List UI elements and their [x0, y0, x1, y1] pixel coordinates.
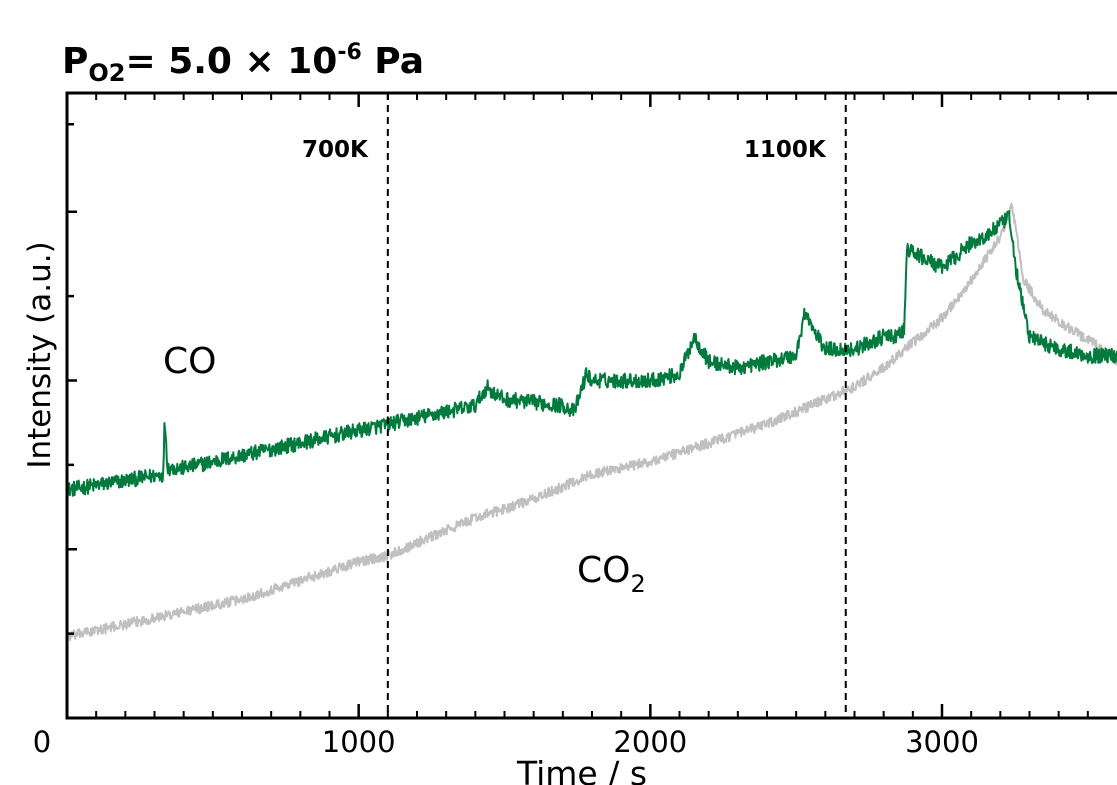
series-line-co2: [66, 202, 1117, 642]
series-line-co: [66, 210, 1117, 499]
title-main: P: [62, 41, 88, 82]
title-unit: Pa: [362, 41, 424, 82]
y-axis-label: Intensity (a.u.): [22, 241, 58, 468]
series-layer: [66, 202, 1117, 642]
title-equation: = 5.0 × 10: [126, 41, 338, 82]
x-tick-label: 3000: [905, 725, 979, 759]
x-tick-label: 1000: [322, 725, 396, 759]
tick-layer: 0 1000 2000 3000: [33, 93, 1089, 759]
annotation-label-2: 1100K: [744, 137, 827, 163]
chart-title: PO2= 5.0 × 10-6 Pa: [62, 40, 424, 87]
co2-series-label: CO2: [577, 550, 646, 598]
co2-label-main: CO: [577, 550, 630, 591]
annotation-label-1: 700K: [302, 137, 369, 163]
annotation-layer: 700K 1100K: [302, 93, 847, 718]
plot-frame: [65, 91, 1117, 720]
x-tick-label: 2000: [613, 725, 687, 759]
co-series-label: CO: [163, 341, 216, 382]
co2-label-sub: 2: [630, 570, 645, 598]
x-axis-label: Time / s: [516, 754, 647, 785]
title-subscript: O2: [88, 59, 125, 87]
x-tick-label: 0: [33, 725, 51, 759]
title-superscript: -6: [337, 40, 361, 65]
